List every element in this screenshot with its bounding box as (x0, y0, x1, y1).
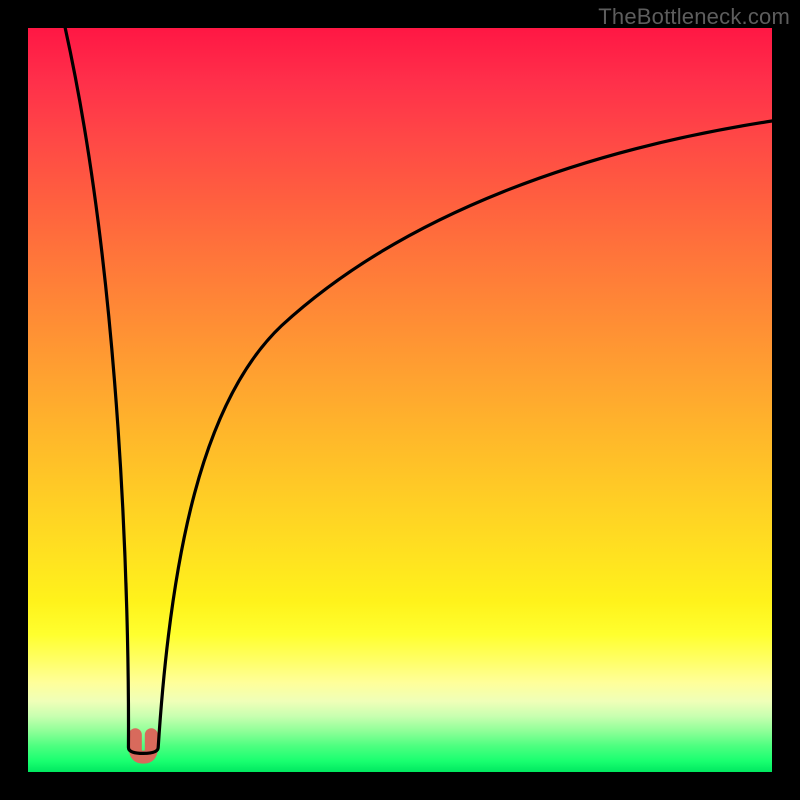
plot-area (28, 28, 772, 772)
gradient-background (28, 28, 772, 772)
watermark-text: TheBottleneck.com (598, 4, 790, 30)
plot-svg (28, 28, 772, 772)
outer-frame: TheBottleneck.com (0, 0, 800, 800)
